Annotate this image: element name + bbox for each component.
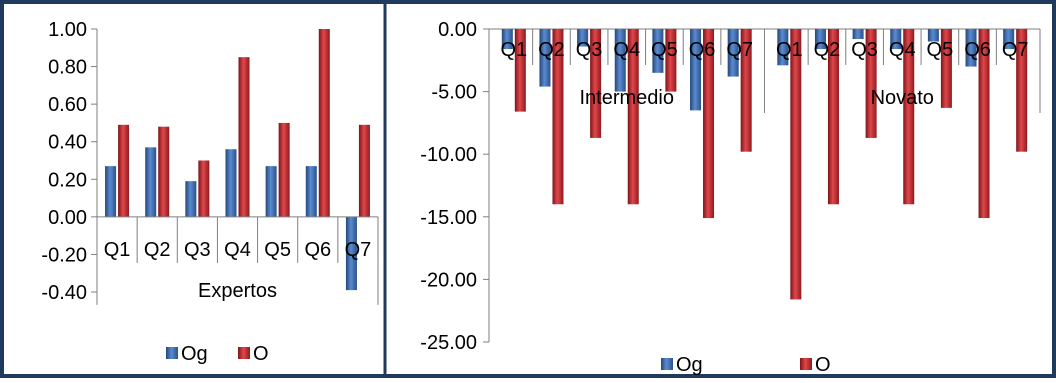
- bar-intermedio-o-q5: [665, 29, 677, 92]
- x-tick-label: Q6: [964, 39, 991, 61]
- bar-novato-og-q2: [814, 29, 826, 50]
- y-tick-label: 0.40: [48, 132, 87, 154]
- x-tick-label: Q5: [927, 39, 954, 61]
- x-tick-label: Q6: [689, 39, 716, 61]
- intermedio-novato-chart: 0.00 -5.00 -10.00 -15.00 -20.00 -25.00 Q1 Q2 Q3 Q…: [420, 19, 1041, 376]
- x-tick-label: Q1: [776, 39, 803, 61]
- y-tick-label: -0.20: [41, 244, 87, 266]
- bar-intermedio-o-q7: [740, 29, 752, 152]
- bar-novato-og-q6: [965, 29, 977, 67]
- bar-intermedio-o-q4: [627, 29, 639, 205]
- x-tick-label: Q2: [814, 39, 841, 61]
- y-tick-label: 1.00: [48, 19, 87, 41]
- bar-intermedio-og-q1: [501, 29, 513, 50]
- bar-intermedio-og-q3: [577, 29, 589, 47]
- bar-novato-o-q7: [1016, 29, 1028, 152]
- group-label-expertos: Expertos: [198, 280, 277, 302]
- x-tick-label: Q4: [889, 39, 916, 61]
- bar-o-q2: [158, 126, 170, 217]
- bar-intermedio-og-q5: [652, 29, 664, 73]
- y-tick-label: 0.00: [438, 19, 477, 41]
- bar-o-q6: [318, 29, 330, 217]
- legend-swatch-o: [800, 358, 812, 370]
- bar-intermedio-og-q2: [539, 29, 551, 87]
- y-tick-label: 0.60: [48, 94, 87, 116]
- x-tick-label: Q3: [184, 239, 211, 261]
- bar-og-q6: [305, 166, 317, 217]
- bar-o-q3: [198, 160, 210, 217]
- bar-o-q1: [118, 124, 130, 217]
- y-tick-label: -25.00: [420, 332, 477, 354]
- y-tick-label: -15.00: [420, 207, 477, 229]
- bar-og-q2: [145, 147, 157, 217]
- legend-swatch-o: [238, 347, 250, 359]
- x-tick-label: Q3: [851, 39, 878, 61]
- bar-novato-o-q2: [827, 29, 839, 205]
- x-tick-label: Q3: [576, 39, 603, 61]
- x-tick-label: Q5: [264, 239, 291, 261]
- y-tick-label: 0.20: [48, 169, 87, 191]
- x-tick-label: Q2: [144, 239, 171, 261]
- bar-intermedio-og-q7: [727, 29, 739, 77]
- bar-o-q7: [358, 124, 370, 217]
- bar-novato-o-q1: [790, 29, 802, 300]
- bar-novato-og-q1: [777, 29, 789, 66]
- y-tick-label: -5.00: [431, 82, 477, 104]
- legend: Og O: [166, 343, 269, 365]
- y-tick-label: -10.00: [420, 144, 477, 166]
- y-tick-label: -20.00: [420, 269, 477, 291]
- bar-novato-og-q3: [852, 29, 864, 40]
- y-tick-label: 0.00: [48, 207, 87, 229]
- legend-swatch-og: [661, 358, 673, 370]
- x-tick-label: Q5: [651, 39, 678, 61]
- bar-intermedio-og-q6: [690, 29, 702, 111]
- bar-novato-og-q7: [1003, 29, 1015, 50]
- legend-label-o: O: [815, 354, 831, 376]
- expertos-chart: 1.00 0.80 0.60 0.40 0.20 0.00 -0.20 -0.40 Q1 Q2 Q3…: [41, 19, 379, 365]
- x-tick-label: Q4: [224, 239, 251, 261]
- bar-novato-og-q4: [890, 29, 902, 50]
- bar-novato-o-q4: [903, 29, 915, 205]
- x-tick-label: Q6: [304, 239, 331, 261]
- bar-og-q1: [105, 166, 117, 217]
- bar-og-q4: [225, 149, 237, 217]
- legend: Og O: [661, 354, 831, 376]
- legend-label-og: Og: [676, 354, 703, 376]
- x-tick-label: Q1: [104, 239, 131, 261]
- bar-og-q5: [265, 166, 277, 217]
- bar-og-q7: [345, 216, 357, 291]
- y-tick-label: -0.40: [41, 282, 87, 304]
- x-tick-label: Q7: [345, 239, 372, 261]
- legend-swatch-og: [166, 347, 178, 359]
- legend-label-og: Og: [181, 343, 208, 365]
- bar-intermedio-o-q3: [590, 29, 602, 138]
- x-tick-label: Q1: [500, 39, 527, 61]
- group-label-novato: Novato: [871, 87, 934, 109]
- group-label-intermedio: Intermedio: [580, 87, 675, 109]
- bar-novato-o-q5: [940, 29, 952, 108]
- bar-novato-o-q3: [865, 29, 877, 138]
- bar-intermedio-o-q1: [514, 29, 526, 112]
- x-tick-label: Q4: [613, 39, 640, 61]
- x-tick-label: Q7: [1002, 39, 1029, 61]
- bar-o-q5: [278, 122, 290, 217]
- bar-o-q4: [238, 57, 250, 217]
- bar-intermedio-o-q6: [703, 29, 715, 219]
- bar-novato-og-q5: [927, 29, 939, 42]
- bar-og-q3: [185, 181, 197, 217]
- x-tick-label: Q2: [538, 39, 565, 61]
- legend-label-o: O: [253, 343, 269, 365]
- y-tick-label: 0.80: [48, 57, 87, 79]
- x-tick-label: Q7: [726, 39, 753, 61]
- bar-intermedio-og-q4: [614, 29, 626, 92]
- bar-intermedio-o-q2: [552, 29, 564, 205]
- bar-novato-o-q6: [978, 29, 990, 219]
